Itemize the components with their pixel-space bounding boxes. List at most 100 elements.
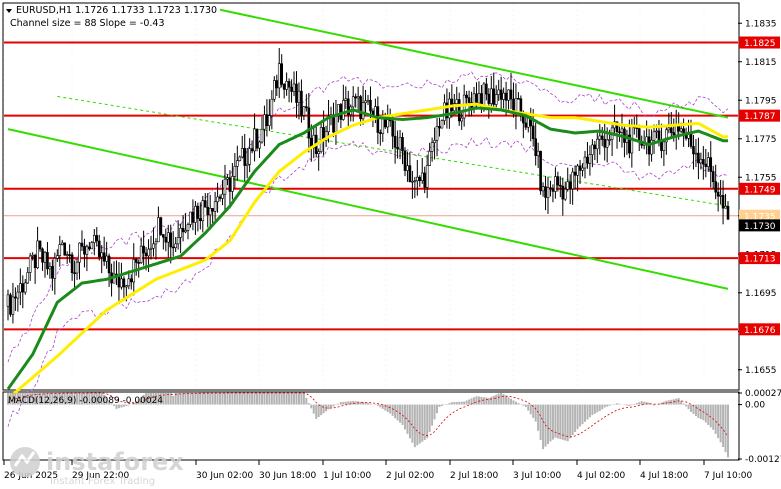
candle-body bbox=[716, 191, 720, 197]
candle bbox=[408, 151, 412, 183]
level-label: 1.1676 bbox=[744, 326, 776, 336]
candle-body bbox=[107, 255, 111, 274]
candle bbox=[534, 122, 537, 166]
candle-body bbox=[704, 163, 708, 167]
candle bbox=[149, 235, 153, 260]
candle bbox=[95, 227, 99, 247]
channel-line bbox=[7, 128, 729, 290]
candle bbox=[191, 199, 195, 231]
candle bbox=[519, 95, 523, 122]
candle-body bbox=[302, 106, 306, 116]
candle-body bbox=[600, 135, 604, 140]
candle bbox=[369, 86, 372, 119]
candle bbox=[667, 112, 671, 134]
candle-body bbox=[381, 118, 385, 134]
collapse-triangle-icon[interactable] bbox=[6, 9, 12, 13]
candle bbox=[142, 230, 145, 266]
candle-body bbox=[43, 252, 47, 263]
candle-body bbox=[674, 125, 678, 136]
candle-body bbox=[179, 227, 182, 238]
candle-body bbox=[295, 83, 298, 103]
candle-body bbox=[494, 94, 498, 105]
candle bbox=[263, 105, 266, 147]
candle-body bbox=[534, 138, 537, 157]
candle-body bbox=[68, 254, 71, 256]
candle bbox=[154, 238, 158, 260]
candle-body bbox=[697, 152, 700, 164]
candle bbox=[36, 226, 39, 270]
candle-body bbox=[181, 227, 185, 233]
candle bbox=[502, 87, 505, 109]
candle-body bbox=[201, 200, 205, 222]
candle-body bbox=[396, 147, 399, 150]
candle bbox=[711, 165, 715, 189]
price-tick-label: 1.1835 bbox=[745, 19, 777, 29]
candle bbox=[228, 170, 232, 209]
candle bbox=[83, 238, 86, 268]
candle-body bbox=[507, 89, 510, 101]
candle-body bbox=[238, 156, 242, 161]
candle-body bbox=[253, 128, 256, 152]
candle-body bbox=[48, 266, 52, 270]
candle bbox=[726, 201, 730, 220]
candle-body bbox=[280, 63, 283, 85]
candle-body bbox=[517, 97, 520, 100]
price-tick-label: 1.1695 bbox=[745, 289, 777, 299]
candle bbox=[485, 77, 488, 101]
candle-body bbox=[489, 88, 493, 104]
candle-body bbox=[465, 94, 468, 99]
candle-body bbox=[80, 242, 84, 247]
candle bbox=[573, 165, 577, 190]
candle bbox=[499, 76, 503, 112]
candle bbox=[100, 245, 103, 274]
candle bbox=[250, 140, 254, 154]
candle-body bbox=[342, 100, 345, 120]
candle bbox=[14, 287, 17, 311]
candle bbox=[240, 135, 244, 159]
time-tick-label: 30 Jun 18:00 bbox=[259, 471, 316, 481]
candle bbox=[342, 84, 345, 121]
candle bbox=[517, 92, 520, 100]
candle-body bbox=[541, 186, 545, 192]
candle bbox=[157, 206, 160, 243]
macd-tick-label: 0.00 bbox=[745, 401, 765, 411]
candle-body bbox=[292, 83, 296, 92]
candle-body bbox=[403, 150, 407, 171]
candle bbox=[265, 99, 269, 137]
candle bbox=[248, 138, 251, 173]
candle-body bbox=[379, 132, 382, 134]
candle bbox=[233, 153, 237, 189]
level-label: 1.1713 bbox=[744, 255, 776, 265]
candle bbox=[709, 141, 713, 188]
candle-body bbox=[216, 196, 219, 203]
candle-body bbox=[277, 63, 281, 89]
price-tick-label: 1.1655 bbox=[745, 366, 777, 376]
bollinger-bands bbox=[7, 71, 729, 427]
candle-body bbox=[75, 261, 79, 274]
candle-body bbox=[430, 142, 434, 152]
candle-body bbox=[588, 154, 592, 164]
candle bbox=[662, 140, 666, 166]
candle bbox=[376, 96, 380, 145]
candle bbox=[70, 252, 74, 281]
candle-body bbox=[285, 81, 288, 90]
candle bbox=[563, 181, 567, 201]
candle-body bbox=[435, 126, 439, 141]
candle-body bbox=[248, 148, 251, 165]
candle-body bbox=[578, 165, 582, 171]
candle-body bbox=[351, 96, 355, 108]
macd-indicator: 0.00027 0.00 -0.00127 bbox=[7, 389, 781, 465]
candle-body bbox=[268, 115, 271, 126]
candle bbox=[231, 163, 234, 200]
candle bbox=[51, 259, 54, 291]
candle-body bbox=[152, 243, 155, 249]
candle bbox=[509, 72, 513, 109]
candle bbox=[359, 94, 362, 126]
candle-body bbox=[129, 278, 133, 283]
prior-close-box bbox=[739, 209, 780, 222]
level-label: 1.1749 bbox=[744, 185, 776, 195]
candle-body bbox=[563, 188, 567, 200]
candle-body bbox=[31, 254, 34, 257]
candle-body bbox=[719, 195, 722, 197]
candle-body bbox=[566, 181, 570, 190]
